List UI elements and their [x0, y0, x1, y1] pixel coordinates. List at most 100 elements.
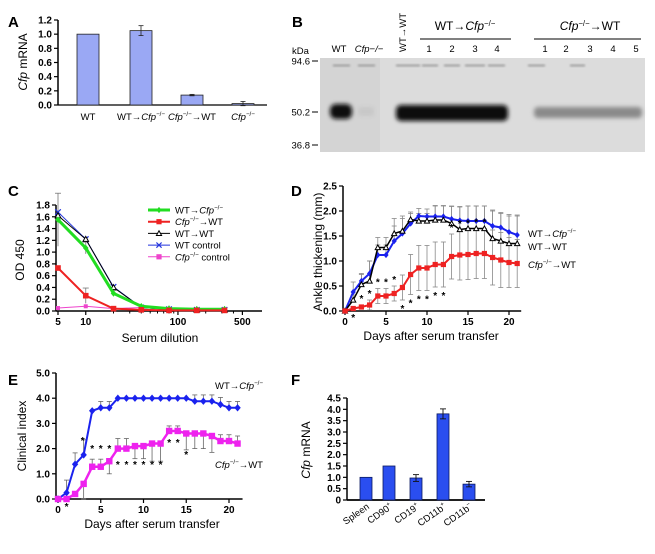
y-tick-label: 1.0: [327, 473, 341, 484]
series-line: [58, 429, 238, 501]
data-point: [208, 397, 216, 405]
x-tick-label: 500: [234, 317, 251, 328]
data-point: [140, 442, 147, 450]
y-axis-title: Cfp mRNA: [299, 421, 313, 478]
legend-item: WT→WT: [148, 229, 214, 240]
data-point: [390, 229, 398, 237]
data-point: [440, 261, 446, 268]
kda-unit-label: kDa: [292, 46, 310, 57]
y-tick-label: 1.0: [36, 248, 50, 259]
data-point: [424, 213, 430, 220]
panel-label: E: [8, 372, 18, 389]
data-point: [432, 261, 438, 268]
data-point: [407, 215, 415, 223]
data-point: [56, 306, 60, 311]
data-point: [349, 296, 357, 303]
data-point: [225, 437, 233, 445]
data-point: [506, 228, 512, 236]
blot-band-faint: [444, 64, 460, 67]
data-point: [131, 442, 139, 450]
data-point: [83, 304, 88, 309]
data-point: [55, 216, 61, 224]
data-point: [200, 397, 207, 405]
data-point: [200, 430, 207, 437]
data-point: [358, 304, 364, 310]
lane-label: WT: [332, 44, 347, 55]
legend-item: WT→Cfp−/−​: [148, 205, 223, 217]
data-point: [490, 254, 496, 261]
x-tick-label: 10: [138, 505, 150, 516]
data-point: [382, 243, 390, 251]
y-tick-label: 0.0: [323, 307, 337, 318]
data-point: [383, 251, 389, 259]
lane-number: 4: [610, 44, 615, 55]
data-point: [114, 445, 122, 452]
blot-band-cfp-wt-group: [534, 107, 642, 118]
y-tick-label: 1.2: [36, 236, 50, 247]
y-tick-label: 1.5: [323, 232, 337, 243]
lane-number: 1: [542, 44, 547, 55]
data-point: [191, 430, 198, 437]
x-axis-title: Days after serum transfer: [84, 517, 219, 531]
y-tick-label: 0.4: [36, 283, 50, 294]
panel-a: A 0.0 0.2 0.4 0.6 0.8 1.0 1.2 Cfp mRNA WT WT→Cfp−/…: [8, 14, 267, 123]
data-point: [391, 290, 397, 297]
y-tick-label: 1.8: [36, 201, 50, 212]
series-line: [57, 397, 238, 500]
x-tick-label: 5: [383, 317, 389, 328]
data-point: [82, 244, 89, 252]
x-category-label: CD11b−​: [441, 500, 475, 529]
data-point: [82, 235, 90, 242]
y-tick-label: 3.0: [327, 428, 341, 439]
x-tick-label: 5: [55, 317, 61, 328]
panel-label: B: [292, 14, 303, 31]
data-point: [408, 271, 414, 278]
data-point: [456, 225, 464, 233]
series-end-label: Cfp−/−​→WT: [528, 259, 576, 271]
significance-star: *: [392, 275, 396, 286]
panel-c: C 0.00.20.40.60.81.01.21.41.61.8 OD 450 5 10…: [8, 183, 262, 345]
data-point: [342, 308, 348, 314]
data-point: [514, 231, 520, 239]
series-1: [54, 427, 241, 503]
y-tick-label: 0.4: [38, 72, 52, 83]
data-point: [498, 257, 504, 263]
data-point: [480, 224, 488, 232]
data-point: [183, 430, 190, 437]
data-point: [174, 427, 181, 435]
significance-star: *: [400, 304, 404, 315]
legend-item: Cfp−/−​ control: [148, 251, 230, 263]
mw-marker-label: 94.6: [292, 57, 311, 68]
significance-star: *: [133, 460, 137, 471]
data-point: [416, 265, 422, 271]
data-point: [63, 489, 70, 497]
y-tick-label: 0: [335, 496, 341, 507]
panel-label: A: [8, 14, 19, 31]
legend-label: WT→Cfp−/−​: [175, 205, 223, 217]
data-point: [148, 440, 156, 447]
significance-star: *: [81, 436, 85, 447]
y-axis-title: Clinical index: [15, 401, 29, 472]
y-tick-label: 0.0: [38, 101, 52, 112]
significance-star: *: [433, 291, 437, 302]
significance-star: *: [142, 460, 146, 471]
legend-label: Cfp−/−​ control: [175, 251, 230, 263]
bar: [76, 33, 100, 106]
y-tick-label: 4.0: [36, 394, 50, 405]
data-point: [225, 404, 233, 412]
y-tick-label: 0.0: [36, 307, 50, 318]
data-point: [138, 307, 145, 313]
blot-strip: [320, 58, 380, 152]
significance-star: *: [90, 444, 94, 455]
lane-number: 4: [494, 44, 499, 55]
data-point: [391, 237, 397, 245]
x-category-label: WT→Cfp−/−​: [117, 111, 165, 123]
series-line-group-2: [342, 250, 520, 314]
x-tick-label: 15: [181, 505, 193, 516]
blot-band-faint: [396, 64, 420, 67]
y-tick-label: 1.0: [38, 30, 52, 41]
data-point: [473, 217, 479, 225]
y-tick-label: 1.0: [36, 469, 50, 480]
bar: [359, 476, 373, 501]
